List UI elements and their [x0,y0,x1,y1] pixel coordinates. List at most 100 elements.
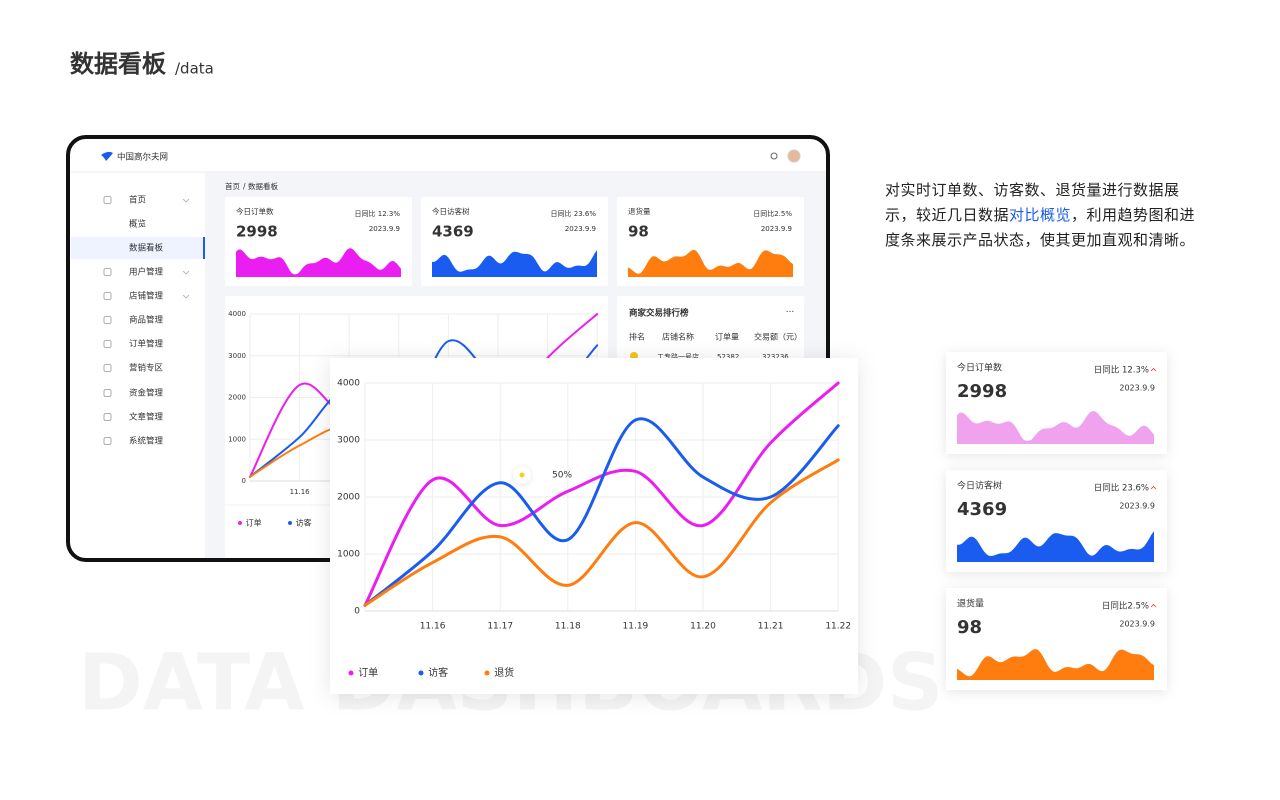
menu-item[interactable]: 系统管理 [129,436,164,447]
card-date: 2023.9.9 [565,225,596,233]
legend-label[interactable]: 订单 [246,518,262,528]
ranking-column: 店铺名称 [662,332,694,342]
y-tick-label: 0 [354,607,360,617]
x-tick-label: 11.19 [623,622,649,632]
ranking-column: 排名 [629,332,645,342]
chart-annotation: 50% [552,471,572,481]
summary-compare: 日同比2.5% [1102,601,1149,612]
legend-dot [288,521,292,525]
legend-dot [484,670,490,676]
y-tick-label: 3000 [337,436,360,446]
card-date: 2023.9.9 [761,225,792,233]
y-tick-label: 4000 [337,379,360,389]
tooltip-dot [519,472,525,478]
menu-active-bg [71,237,205,259]
menu-item[interactable]: 文章管理 [129,412,164,423]
card-sparkline [236,248,401,277]
ranking-column: 交易额（元） [754,332,802,342]
x-tick-label: 11.17 [487,622,513,632]
legend-dot [238,521,242,525]
submenu-item[interactable]: 数据看板 [129,243,164,254]
y-tick-label: 2000 [337,493,360,503]
menu-icon [103,268,112,276]
card-value: 2998 [236,223,278,241]
series-line [363,458,840,607]
menu-chevron [182,198,190,203]
user-avatar[interactable] [787,149,801,163]
summary-date: 2023.9.9 [1119,620,1155,629]
card-date: 2023.9.9 [369,225,400,233]
menu-icon [103,437,112,445]
menu-item[interactable]: 首页 [129,195,146,206]
refresh-icon [770,152,778,160]
description-highlight: 对比概览 [1009,206,1072,224]
x-tick-label: 11.20 [690,622,716,632]
menu-item[interactable]: 店铺管理 [129,291,164,302]
y-tick-label: 3000 [228,352,246,360]
menu-item[interactable]: 营销专区 [129,363,164,374]
summary-compare: 日同比 23.6% [1094,483,1149,494]
breadcrumb: 数据看板 [248,181,278,191]
trend-arrow [1150,603,1157,608]
legend-label[interactable]: 订单 [358,667,378,679]
menu-active-bar [203,237,205,259]
page-title: 数据看板 [70,50,167,78]
card-sparkline [432,250,597,277]
card-value: 4369 [432,223,474,241]
card-sparkline [628,249,793,277]
card-compare: 日同比 12.3% [355,209,401,218]
menu-item[interactable]: 订单管理 [129,339,164,350]
menu-item[interactable]: 商品管理 [129,315,164,326]
card-title: 今日订单数 [236,206,274,216]
y-tick-label: 0 [242,477,246,485]
ranking-cell: 52382 [717,353,739,361]
legend-label[interactable]: 退货 [494,666,514,679]
summary-value: 4369 [957,499,1007,520]
trend-arrow [1150,367,1157,372]
legend-label[interactable]: 访客 [428,666,448,679]
menu-icon [103,413,112,421]
menu-icon [103,196,112,204]
breadcrumb: 首页 [225,181,240,191]
page-subtitle: /data [175,60,214,78]
x-tick-label: 11.16 [420,622,446,632]
logo-icon [101,151,113,161]
x-tick-label: 11.21 [758,622,784,632]
summary-sparkline [957,411,1154,444]
description-text: ，利用趋势图和进度条来展示产品状态，使其更加直观和清晰。 [885,206,1196,249]
series-line [363,381,840,607]
card-compare: 日同比 23.6% [551,209,597,218]
submenu-item[interactable]: 概览 [129,219,146,230]
summary-sparkline [957,531,1154,562]
description: 对实时订单数、访客数、退货量进行数据展示，较近几日数据对比概览，利用趋势图和进度… [885,178,1203,253]
y-tick-label: 1000 [337,550,360,560]
menu-chevron [182,270,190,275]
card-compare: 日同比2.5% [753,209,792,218]
card-value: 98 [628,223,649,241]
ranking-cell: 323236 [762,353,789,361]
ranking-more[interactable]: ··· [786,308,795,318]
breadcrumb-sep: / [243,182,246,191]
summary-compare: 日同比 12.3% [1094,365,1149,376]
menu-icon [103,316,112,324]
series-line [363,417,840,607]
y-tick-label: 2000 [228,394,246,402]
summary-sparkline [957,649,1154,680]
summary-title: 今日订单数 [957,362,1002,374]
ranking-title: 商家交易排行榜 [629,308,689,319]
ranking-cell: 工专路一号店 [657,352,699,361]
legend-label[interactable]: 访客 [296,518,312,528]
menu-icon [103,389,112,397]
menu-icon [103,340,112,348]
menu-item[interactable]: 资金管理 [129,388,164,399]
summary-value: 98 [957,617,982,638]
card-title: 今日访客树 [432,206,470,216]
x-tick-label: 11.22 [825,622,851,632]
menu-icon [103,364,112,372]
menu-item[interactable]: 用户管理 [129,267,164,278]
summary-date: 2023.9.9 [1119,384,1155,393]
summary-title: 今日访客树 [957,480,1002,492]
ranking-column: 订单量 [715,332,739,342]
